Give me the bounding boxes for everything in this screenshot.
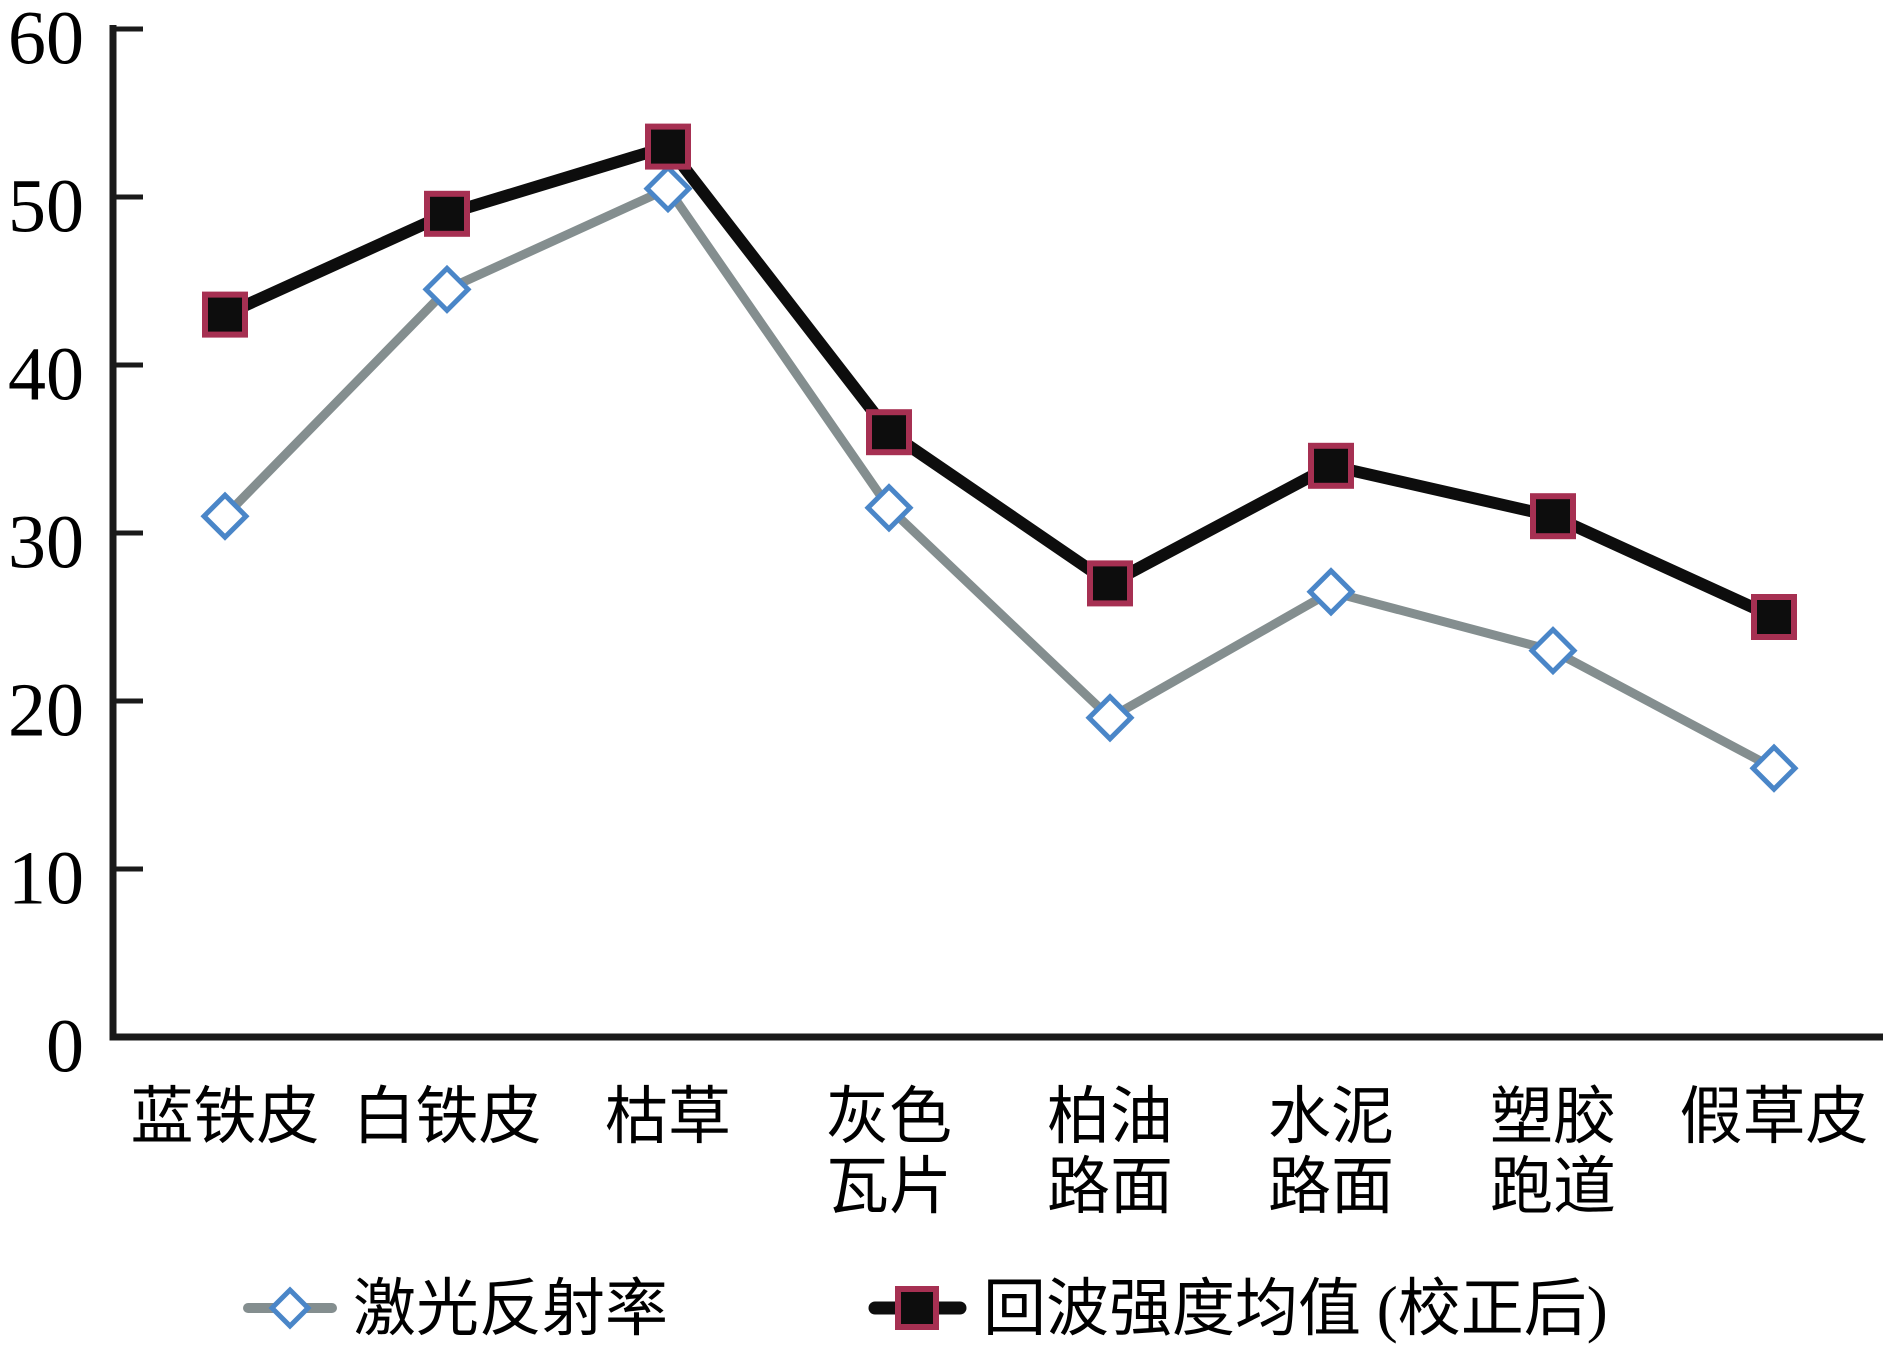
data-point-square-水泥路面: [1308, 442, 1354, 489]
y-tick-label: 40: [8, 333, 84, 417]
x-category-label-line: 白铁皮: [353, 1082, 542, 1152]
x-category-label: 塑胶跑道: [1490, 1082, 1616, 1222]
x-category-label-line: 灰色: [826, 1082, 952, 1152]
legend-label: 回波强度均值 (校正后): [983, 1274, 1608, 1344]
data-point-square-塑胶跑道: [1530, 493, 1576, 540]
data-point-square-蓝铁皮: [202, 291, 248, 338]
data-point-diamond-水泥路面: [1306, 567, 1356, 617]
data-point-diamond-蓝铁皮: [200, 491, 250, 541]
data-point-diamond-假草皮: [1749, 743, 1799, 793]
data-point-diamond-柏油路面: [1085, 693, 1135, 743]
data-point-square-灰色瓦片: [866, 409, 912, 456]
series-line-echo-intensity: [219, 140, 1780, 623]
x-category-label-line: 水泥: [1268, 1082, 1394, 1152]
x-category-label-line: 假草皮: [1680, 1082, 1869, 1152]
data-point-square-柏油路面: [1087, 560, 1133, 607]
x-category-label-line: 蓝铁皮: [131, 1082, 320, 1152]
data-point-square-假草皮: [1751, 594, 1797, 640]
data-point-diamond-灰色瓦片: [864, 483, 914, 533]
y-tick-label: 0: [46, 1005, 84, 1089]
series-line-laser-reflectance: [220, 184, 1779, 773]
legend-label: 激光反射率: [353, 1274, 668, 1344]
x-category-label: 柏油路面: [1047, 1082, 1173, 1222]
x-category-label-line: 路面: [1268, 1152, 1394, 1222]
x-category-label-line: 路面: [1047, 1152, 1173, 1222]
legend-diamond-icon: [268, 1286, 312, 1330]
y-tick-label: 20: [8, 669, 84, 753]
x-category-label: 灰色瓦片: [826, 1082, 952, 1222]
x-category-label: 水泥路面: [1268, 1082, 1394, 1222]
y-tick-label: 30: [8, 501, 84, 585]
data-point-square-枯草: [645, 123, 691, 170]
x-category-label: 枯草: [605, 1082, 731, 1152]
x-category-label: 白铁皮: [353, 1082, 542, 1152]
data-point-diamond-枯草: [643, 164, 693, 214]
data-point-square-白铁皮: [424, 190, 470, 237]
data-point-diamond-白铁皮: [422, 264, 472, 314]
x-category-label-line: 跑道: [1490, 1152, 1616, 1222]
data-point-diamond-塑胶跑道: [1528, 626, 1578, 676]
y-tick-label: 60: [8, 0, 84, 81]
legend-square-icon: [895, 1286, 939, 1330]
x-category-label: 假草皮: [1680, 1082, 1869, 1152]
x-category-label-line: 枯草: [605, 1082, 731, 1152]
x-category-label-line: 瓦片: [826, 1152, 952, 1222]
y-tick-label: 10: [8, 837, 84, 921]
x-category-label-line: 柏油: [1047, 1082, 1173, 1152]
x-category-label: 蓝铁皮: [131, 1082, 320, 1152]
x-category-label-line: 塑胶: [1490, 1082, 1616, 1152]
y-tick-label: 50: [8, 165, 84, 249]
